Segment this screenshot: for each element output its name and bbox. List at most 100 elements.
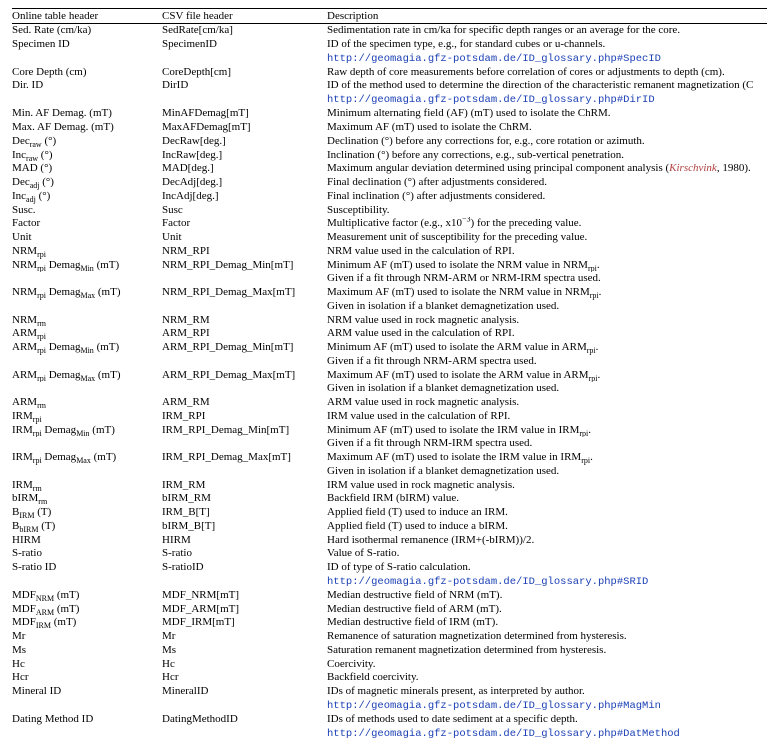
cell-csv-header (162, 93, 327, 107)
table-row: http://geomagia.gfz-potsdam.de/ID_glossa… (12, 93, 767, 107)
table-row: BIRM (T)IRM_B[T]Applied field (T) used t… (12, 506, 767, 520)
cell-csv-header: Susc (162, 204, 327, 218)
cell-description: Given if a fit through NRM-IRM spectra u… (327, 437, 767, 451)
cell-online-header (12, 382, 162, 396)
table-row: MDFARM (mT)MDF_ARM[mT]Median destructive… (12, 603, 767, 617)
cell-csv-header: DatingMethodID (162, 713, 327, 727)
cell-description: Sedimentation rate in cm/ka for specific… (327, 24, 767, 38)
cell-online-header: S-ratio ID (12, 561, 162, 575)
cell-description: Saturation remanent magnetization determ… (327, 644, 767, 658)
cell-online-header: NRMrpi DemagMin (mT) (12, 259, 162, 273)
cell-online-header: MDFNRM (mT) (12, 589, 162, 603)
cell-online-header: Dating Method ID (12, 713, 162, 727)
cell-online-header: IRMrpi (12, 410, 162, 424)
table-row: UnitUnitMeasurement unit of susceptibili… (12, 231, 767, 245)
table-row: Incraw (°)IncRaw[deg.]Inclination (°) be… (12, 149, 767, 163)
cell-csv-header: CoreDepth[cm] (162, 66, 327, 80)
cell-csv-header: bIRM_RM (162, 492, 327, 506)
cell-description: Applied field (T) used to induce a bIRM. (327, 520, 767, 534)
cell-csv-header: IRM_RPI_Demag_Max[mT] (162, 451, 327, 465)
cell-csv-header: Ms (162, 644, 327, 658)
table-row: Susc.SuscSusceptibility. (12, 204, 767, 218)
cell-description: Declination (°) before any corrections f… (327, 135, 767, 149)
table-row: HIRMHIRMHard isothermal remanence (IRM+(… (12, 534, 767, 548)
cell-online-header: Specimen ID (12, 38, 162, 52)
cell-csv-header: ARM_RPI (162, 327, 327, 341)
cell-online-header: Min. AF Demag. (mT) (12, 107, 162, 121)
cell-description: http://geomagia.gfz-potsdam.de/ID_glossa… (327, 52, 767, 66)
cell-csv-header (162, 727, 327, 741)
table-row: http://geomagia.gfz-potsdam.de/ID_glossa… (12, 699, 767, 713)
cell-online-header: Incraw (°) (12, 149, 162, 163)
cell-online-header (12, 52, 162, 66)
table-row: http://geomagia.gfz-potsdam.de/ID_glossa… (12, 575, 767, 589)
cell-csv-header: NRM_RPI_Demag_Min[mT] (162, 259, 327, 273)
cell-description: Median destructive field of NRM (mT). (327, 589, 767, 603)
table-body: Sed. Rate (cm/ka)SedRate[cm/ka]Sedimenta… (12, 24, 767, 741)
cell-online-header (12, 699, 162, 713)
cell-description: Backfield coercivity. (327, 671, 767, 685)
table-row: Given in isolation if a blanket demagnet… (12, 300, 767, 314)
cell-description: ARM value used in rock magnetic analysis… (327, 396, 767, 410)
table-row: Given if a fit through NRM-ARM or NRM-IR… (12, 272, 767, 286)
table-row: Core Depth (cm)CoreDepth[cm]Raw depth of… (12, 66, 767, 80)
table-row: MsMsSaturation remanent magnetization de… (12, 644, 767, 658)
cell-online-header: IRMrpi DemagMin (mT) (12, 424, 162, 438)
cell-csv-header: HIRM (162, 534, 327, 548)
table-row: MrMrRemanence of saturation magnetizatio… (12, 630, 767, 644)
cell-description: Given if a fit through NRM-ARM spectra u… (327, 355, 767, 369)
table-row: Sed. Rate (cm/ka)SedRate[cm/ka]Sedimenta… (12, 24, 767, 38)
table-row: Min. AF Demag. (mT)MinAFDemag[mT]Minimum… (12, 107, 767, 121)
cell-online-header: Mineral ID (12, 685, 162, 699)
table-row: IRMrpi DemagMin (mT)IRM_RPI_Demag_Min[mT… (12, 424, 767, 438)
cell-online-header: Core Depth (cm) (12, 66, 162, 80)
cell-description: ID of the specimen type, e.g., for stand… (327, 38, 767, 52)
glossary-link[interactable]: http://geomagia.gfz-potsdam.de/ID_glossa… (327, 700, 661, 712)
cell-description: http://geomagia.gfz-potsdam.de/ID_glossa… (327, 699, 767, 713)
cell-description: IRM value used in the calculation of RPI… (327, 410, 767, 424)
cell-csv-header: S-ratioID (162, 561, 327, 575)
cell-csv-header: ARM_RPI_Demag_Max[mT] (162, 369, 327, 383)
glossary-link[interactable]: http://geomagia.gfz-potsdam.de/ID_glossa… (327, 94, 655, 106)
cell-description: Final declination (°) after adjustments … (327, 176, 767, 190)
cell-csv-header: IRM_RPI_Demag_Min[mT] (162, 424, 327, 438)
cell-csv-header: IncRaw[deg.] (162, 149, 327, 163)
cell-description: ID of type of S-ratio calculation. (327, 561, 767, 575)
table-row: NRMrpiNRM_RPINRM value used in the calcu… (12, 245, 767, 259)
cell-csv-header: IRM_B[T] (162, 506, 327, 520)
cell-online-header: NRMrpi (12, 245, 162, 259)
glossary-link[interactable]: http://geomagia.gfz-potsdam.de/ID_glossa… (327, 576, 648, 588)
cell-online-header: Hc (12, 658, 162, 672)
cell-description: Multiplicative factor (e.g., x10−3) for … (327, 217, 767, 231)
cell-online-header: Factor (12, 217, 162, 231)
cell-csv-header: ARM_RM (162, 396, 327, 410)
cell-csv-header: NRM_RPI (162, 245, 327, 259)
cell-description: http://geomagia.gfz-potsdam.de/ID_glossa… (327, 93, 767, 107)
cell-description: IRM value used in rock magnetic analysis… (327, 479, 767, 493)
cell-csv-header: SpecimenID (162, 38, 327, 52)
table-row: HcrHcrBackfield coercivity. (12, 671, 767, 685)
table-row: ARMrpi DemagMax (mT)ARM_RPI_Demag_Max[mT… (12, 369, 767, 383)
cell-online-header (12, 272, 162, 286)
cell-online-header: Mr (12, 630, 162, 644)
table-header-row: Online table header CSV file header Desc… (12, 9, 767, 24)
table-row: FactorFactorMultiplicative factor (e.g.,… (12, 217, 767, 231)
cell-online-header: MDFIRM (mT) (12, 616, 162, 630)
cell-description: Minimum alternating field (AF) (mT) used… (327, 107, 767, 121)
table-row: IRMrpiIRM_RPIIRM value used in the calcu… (12, 410, 767, 424)
cell-description: Susceptibility. (327, 204, 767, 218)
cell-online-header (12, 300, 162, 314)
cell-description: Maximum angular deviation determined usi… (327, 162, 767, 176)
glossary-link[interactable]: http://geomagia.gfz-potsdam.de/ID_glossa… (327, 728, 680, 740)
glossary-link[interactable]: http://geomagia.gfz-potsdam.de/ID_glossa… (327, 53, 661, 65)
cell-csv-header: IRM_RM (162, 479, 327, 493)
cell-csv-header (162, 437, 327, 451)
cell-online-header: ARMrpi DemagMin (mT) (12, 341, 162, 355)
cell-csv-header: MaxAFDemag[mT] (162, 121, 327, 135)
cell-online-header (12, 727, 162, 741)
cell-online-header: Unit (12, 231, 162, 245)
table-row: IRMrmIRM_RMIRM value used in rock magnet… (12, 479, 767, 493)
cell-online-header (12, 437, 162, 451)
table-row: Decadj (°)DecAdj[deg.]Final declination … (12, 176, 767, 190)
cell-description: Raw depth of core measurements before co… (327, 66, 767, 80)
